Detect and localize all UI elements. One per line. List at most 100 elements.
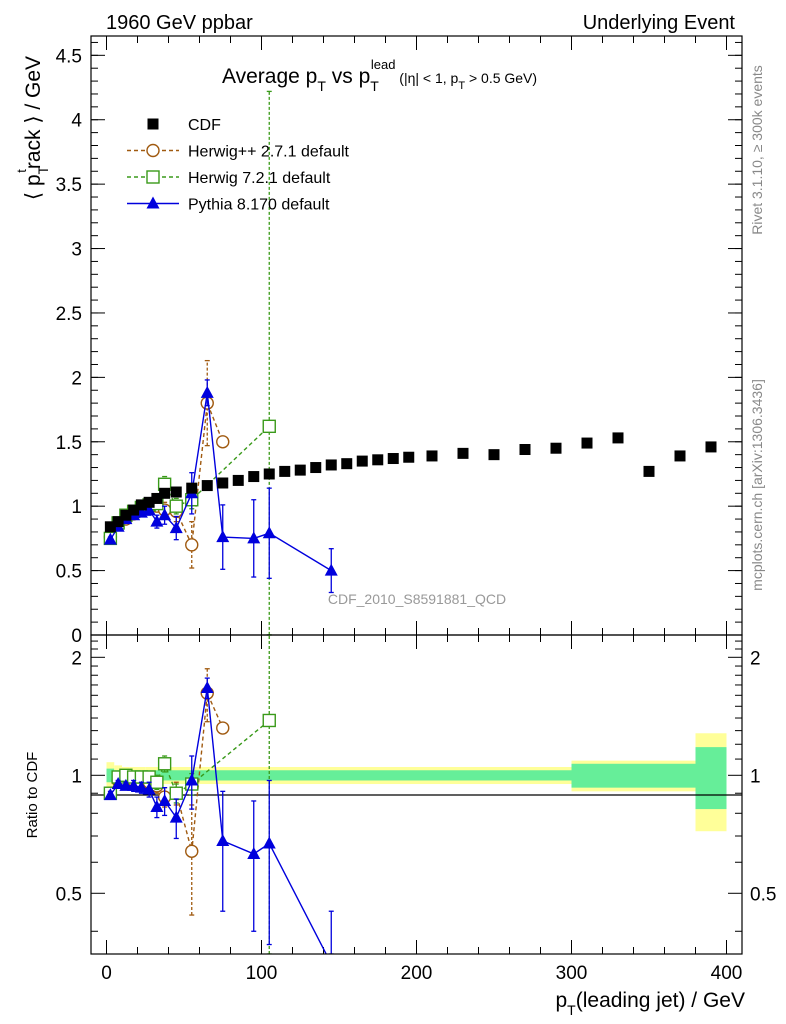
legend: CDF Herwig++ 2.7.1 default Herwig 7.2.1 de… — [127, 117, 350, 214]
main-ytick-label: 2.5 — [56, 304, 82, 325]
ratio-band-inner — [292, 770, 308, 781]
main-ytick-label: 3 — [71, 240, 82, 261]
ratio-band-inner — [509, 770, 541, 781]
ratio-pythia8-point — [200, 680, 214, 693]
cdf-point — [426, 450, 438, 462]
pythia8-point — [262, 526, 276, 539]
ratio-herwigpp-point — [216, 721, 230, 735]
ratio-band-inner — [602, 763, 634, 788]
main-title: Average pT vs pTlead (|η| < 1, pT > 0.5 … — [222, 57, 537, 94]
ratio-band-inner — [695, 747, 727, 810]
cdf-point — [643, 465, 655, 477]
header-left: 1960 GeV ppbar — [106, 12, 253, 34]
ratio-band-inner — [230, 770, 246, 781]
ratio-panel: 0.5 0.5 1 1 2 2 0 100 200 300 400 Ratio to CDF pT(… — [24, 634, 776, 1018]
main-panel: 0 0.5 1 1.5 2 2.5 3 3.5 4 4.5 CDF_2010_S8591881_Q… — [14, 35, 743, 647]
ratio-band-inner — [370, 770, 386, 781]
cdf-point — [143, 496, 155, 508]
cdf-point — [310, 462, 322, 474]
ratio-series-layer — [103, 635, 334, 954]
ratio-xtick-label: 100 — [246, 963, 278, 984]
ratio-axis-ticks: 0.5 0.5 1 1 2 2 0 100 200 300 400 — [56, 635, 776, 984]
ratio-pythia8-point — [169, 810, 183, 823]
cdf-point — [294, 464, 306, 476]
ratio-band-inner — [215, 770, 231, 781]
ratio-band-inner — [261, 770, 277, 781]
cdf-point — [372, 454, 384, 466]
cdf-point — [217, 477, 229, 489]
ratio-herwigpp-point — [185, 844, 199, 858]
cdf-point — [488, 449, 500, 461]
ratio-band-inner — [277, 770, 293, 781]
pythia8-point — [247, 531, 261, 544]
legend-marker-herwigpp — [146, 143, 160, 158]
ratio-band-inner — [478, 770, 510, 781]
ratio-herwig7-point — [262, 713, 276, 728]
legend-label-herwig7: Herwig 7.2.1 default — [188, 170, 331, 187]
ratio-band-inner — [308, 770, 324, 781]
ratio-ytick-label-right: 1 — [750, 766, 761, 787]
cdf-point — [263, 468, 275, 480]
legend-marker-cdf — [147, 118, 159, 130]
cdf-point — [151, 492, 163, 504]
legend-marker-pythia8 — [146, 196, 160, 209]
ratio-band-inner — [385, 770, 401, 781]
ratio-band-inner — [416, 770, 448, 781]
cdf-point — [705, 441, 717, 453]
ratio-pythia8-point — [134, 780, 148, 793]
cdf-point — [120, 509, 132, 521]
herwig7-point — [169, 499, 183, 513]
main-ytick-label: 2 — [71, 368, 82, 389]
cdf-point — [457, 447, 469, 459]
legend-label-pythia8: Pythia 8.170 default — [188, 197, 330, 214]
cdf-point — [674, 450, 686, 462]
ratio-pythia8-point — [150, 800, 164, 813]
ratio-band-inner — [160, 770, 169, 781]
ratio-uncertainty-bands — [106, 733, 727, 832]
main-ytick-label: 4 — [71, 111, 82, 132]
herwigpp-point — [216, 435, 230, 449]
ratio-herwig7-point — [157, 757, 172, 771]
ratio-band-inner — [168, 770, 184, 781]
series-cdf — [104, 432, 717, 533]
cdf-point — [186, 482, 198, 494]
pythia8-point — [169, 521, 183, 534]
pythia8-point — [324, 563, 338, 576]
ratio-ytick-label-left: 2 — [71, 648, 82, 669]
ratio-frame — [90, 634, 743, 955]
mcplots-label: mcplots.cern.ch [arXiv:1306.3436] — [749, 379, 765, 591]
ratio-xtick-label: 200 — [401, 963, 433, 984]
ratio-xtick-label: 300 — [556, 963, 588, 984]
cdf-point — [612, 432, 624, 444]
ratio-band-inner — [664, 763, 696, 788]
ratio-xtick-label: 400 — [711, 963, 743, 984]
ratio-band-inner — [246, 770, 262, 781]
cdf-point — [248, 471, 260, 483]
cdf-point — [581, 437, 593, 449]
pythia8-point — [158, 508, 172, 521]
rivet-label: Rivet 3.1.10, ≥ 300k events — [749, 65, 765, 235]
ratio-band-inner — [571, 763, 603, 788]
ratio-band-inner — [447, 770, 479, 781]
pythia8-point — [150, 514, 164, 527]
ratio-band-inner — [106, 768, 115, 783]
main-ylabel: ⟨ pTtrack ⟩ / GeV — [14, 56, 51, 200]
ratio-pythia8-point — [111, 777, 125, 790]
ratio-pythia8-point — [185, 773, 199, 786]
x-axis-label: pT(leading jet) / GeV — [555, 989, 745, 1018]
ratio-band-inner — [540, 770, 572, 781]
ratio-band-inner — [199, 770, 215, 781]
ratio-band-inner — [354, 770, 370, 781]
cdf-point — [232, 474, 244, 486]
ratio-herwig7-point — [169, 786, 183, 800]
main-ytick-label: 0.5 — [56, 562, 82, 583]
main-ytick-label: 4.5 — [56, 46, 82, 67]
pythia8-point — [200, 385, 214, 398]
main-ytick-label: 0 — [71, 626, 82, 647]
ratio-xtick-label: 0 — [101, 963, 112, 984]
ratio-ytick-label-right: 2 — [750, 648, 761, 669]
cdf-point — [279, 465, 291, 477]
cdf-point — [159, 487, 171, 499]
cdf-point — [550, 442, 562, 454]
